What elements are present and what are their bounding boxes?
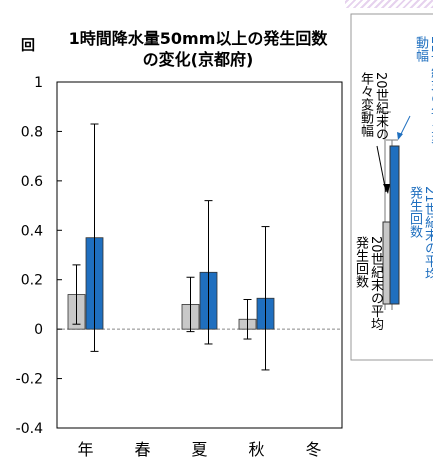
y-tick-label: 0.2 xyxy=(21,273,43,289)
y-tick-label: 0 xyxy=(34,322,43,338)
y-axis-label: 回 xyxy=(21,38,35,54)
x-category-label: 冬 xyxy=(305,440,321,459)
x-category-label: 春 xyxy=(134,440,150,459)
legend-21-swatch xyxy=(389,145,400,305)
chart-title-line-1: 1時間降水量50mm以上の発生回数 xyxy=(69,29,329,48)
plot-frame xyxy=(56,81,343,429)
y-tick-label: 1 xyxy=(34,75,43,91)
legend-21-range-arrowhead xyxy=(397,132,403,140)
y-tick-label: -0.2 xyxy=(16,372,43,388)
chart-background xyxy=(0,0,345,466)
x-category-label: 夏 xyxy=(191,440,207,459)
legend-20-range-arrowhead xyxy=(383,184,390,194)
y-tick-label: -0.4 xyxy=(16,421,43,437)
legend-20-range-label: 20世紀末の年々変動幅 xyxy=(358,72,388,141)
legend-21-range-label: 21世紀末の年々変動幅 xyxy=(413,36,433,144)
y-tick-label: 0.6 xyxy=(21,174,43,190)
y-tick-label: 0.8 xyxy=(21,124,43,140)
y-tick-label: 0.4 xyxy=(21,223,43,239)
legend-20-mean-label: 20世紀末の平均発生回数 xyxy=(353,236,383,331)
legend-21-mean-label: 21世紀末の平均発生回数 xyxy=(407,186,433,281)
chart-title-line-2: の変化(京都府) xyxy=(143,50,254,69)
x-category-label: 年 xyxy=(77,440,93,459)
x-category-label: 秋 xyxy=(248,440,264,459)
